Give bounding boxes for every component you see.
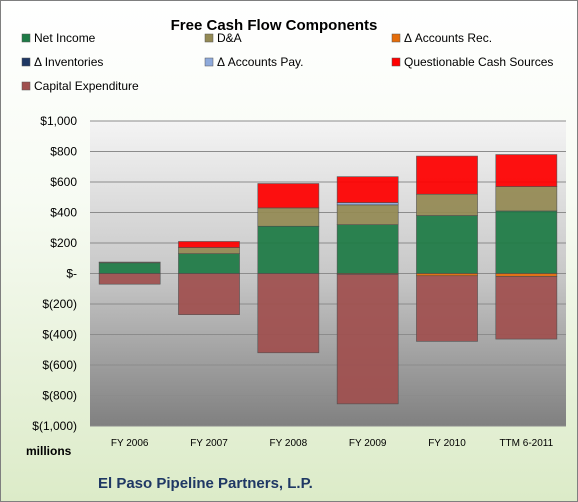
- legend-swatch: [21, 81, 31, 91]
- y-axis-ticks: $1,000 $800 $600 $400 $200 $- $(200) $(400) $(60…: [32, 114, 77, 433]
- bar-segment: [336, 273, 399, 405]
- gridlines: [90, 120, 566, 427]
- legend-entry: Δ Inventories: [34, 55, 103, 69]
- legend-entry: Net Income: [34, 31, 96, 45]
- legend-swatch: [21, 57, 31, 67]
- y-tick-label: $800: [50, 145, 77, 159]
- legend-swatch: [391, 57, 401, 67]
- bar-segment: [98, 261, 161, 264]
- legend: Net Income D&A Δ Accounts Rec. Δ Inventorie…: [21, 31, 553, 93]
- bar-segment: [178, 247, 240, 254]
- legend-swatch: [21, 33, 31, 43]
- bar-segment: [178, 253, 240, 274]
- bar-segment: [98, 273, 161, 285]
- legend-swatch: [204, 57, 214, 67]
- bar-segment: [336, 224, 399, 274]
- x-tick-label: FY 2007: [190, 438, 228, 449]
- legend-entry: D&A: [217, 31, 242, 45]
- bar-segment: [416, 193, 478, 216]
- x-tick-label: TTM 6-2011: [499, 438, 553, 449]
- bar-segment: [495, 273, 558, 277]
- bar-segment: [336, 204, 399, 226]
- legend-entry: Questionable Cash Sources: [404, 55, 553, 69]
- bars: [98, 154, 558, 405]
- bar-segment: [336, 176, 399, 203]
- chart-title: Free Cash Flow Components: [171, 17, 378, 34]
- y-tick-label: $(400): [42, 328, 77, 342]
- bar-segment: [178, 241, 240, 248]
- legend-swatch: [391, 33, 401, 43]
- bar-segment: [495, 154, 558, 187]
- bar-segment: [336, 202, 399, 206]
- bar-segment: [98, 262, 161, 274]
- bar-segment: [257, 207, 320, 227]
- x-tick-label: FY 2009: [349, 438, 387, 449]
- y-tick-label: $(1,000): [32, 419, 77, 433]
- company-name: El Paso Pipeline Partners, L.P.: [98, 475, 313, 492]
- y-tick-label: $1,000: [40, 114, 77, 128]
- bar-segment: [257, 183, 320, 209]
- y-tick-label: $(600): [42, 358, 77, 372]
- x-tick-label: FY 2008: [270, 438, 308, 449]
- legend-entry: Δ Accounts Rec.: [404, 31, 492, 45]
- y-tick-label: $(800): [42, 389, 77, 403]
- x-axis-ticks: FY 2006 FY 2007 FY 2008 FY 2009 FY 2010 TTM 6…: [111, 438, 554, 449]
- bar-segment: [416, 275, 478, 342]
- y-tick-label: $200: [50, 236, 77, 250]
- bar-segment: [416, 155, 478, 195]
- legend-entry: Δ Accounts Pay.: [217, 55, 304, 69]
- legend-entry: Capital Expenditure: [34, 79, 139, 93]
- legend-swatch: [204, 33, 214, 43]
- x-tick-label: FY 2010: [428, 438, 466, 449]
- bar-segment: [178, 273, 240, 315]
- bar-segment: [416, 215, 478, 274]
- y-tick-label: $600: [50, 175, 77, 189]
- y-tick-label: $-: [66, 267, 77, 281]
- y-tick-label: $400: [50, 206, 77, 220]
- y-tick-label: $(200): [42, 297, 77, 311]
- units-label: millions: [26, 444, 72, 458]
- bar-segment: [416, 273, 478, 277]
- bar-segment: [257, 225, 320, 274]
- bar-segment: [495, 276, 558, 340]
- x-tick-label: FY 2006: [111, 438, 149, 449]
- bar-segment: [495, 210, 558, 274]
- bar-segment: [495, 186, 558, 212]
- bar-segment: [257, 273, 320, 354]
